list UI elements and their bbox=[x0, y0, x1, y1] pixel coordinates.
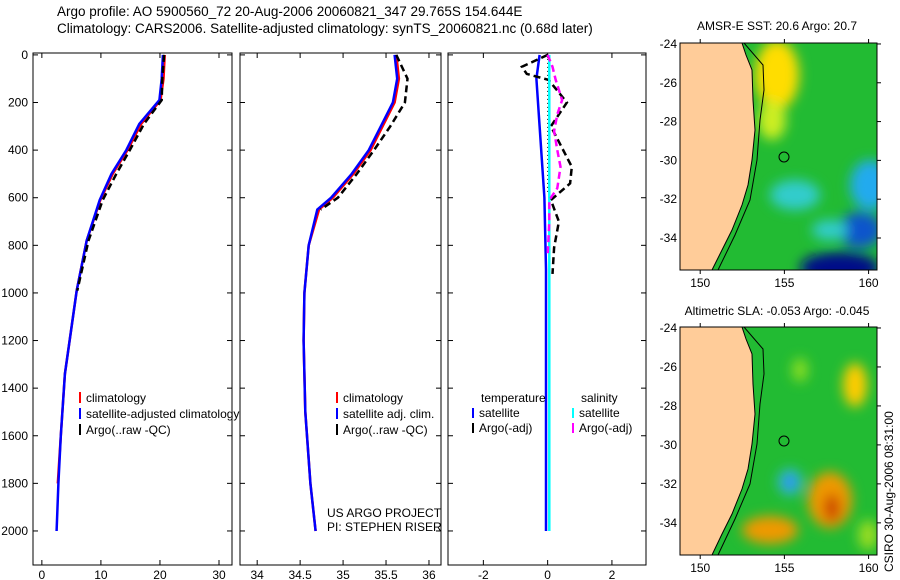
map-y-tick-label: -32 bbox=[660, 477, 678, 491]
difference-axes-frame bbox=[447, 52, 647, 566]
legend-label: Argo(..raw -QC) bbox=[343, 423, 428, 437]
x-tick-label: 0 bbox=[39, 568, 46, 580]
series-line-temperature-argo-adj- bbox=[520, 53, 574, 274]
map-x-tick-label: 150 bbox=[690, 276, 710, 290]
series-line-salinity-argo-adj- bbox=[546, 54, 564, 258]
series-line-temperature-satellite bbox=[535, 54, 548, 531]
map-y-tick-label: -24 bbox=[660, 321, 678, 335]
series-line-satellite-adjusted-climatology bbox=[55, 54, 165, 532]
sst-map-title: AMSR-E SST: 20.6 Argo: 20.7 bbox=[697, 19, 857, 33]
map-x-tick-label: 150 bbox=[690, 561, 710, 575]
salinity-axes-frame bbox=[239, 52, 442, 566]
map-y-tick-label: -26 bbox=[660, 360, 678, 374]
y-tick-label: 0 bbox=[21, 48, 28, 62]
legend-label: climatology bbox=[86, 391, 146, 405]
argo-position-marker bbox=[778, 435, 790, 447]
legend-label: satellite-adjusted climatology bbox=[86, 407, 239, 421]
map-y-tick-label: -34 bbox=[660, 231, 678, 245]
map-y-tick-label: -28 bbox=[660, 399, 678, 413]
legend-label: satellite bbox=[479, 406, 520, 420]
sla-map bbox=[680, 327, 877, 555]
x-tick-label: 10 bbox=[94, 568, 108, 580]
x-tick-label: 30 bbox=[212, 568, 226, 580]
credit-project: US ARGO PROJECT bbox=[327, 506, 442, 520]
legend-label: climatology bbox=[343, 391, 403, 405]
map-y-tick-label: -26 bbox=[660, 76, 678, 90]
legend-label: Argo(..raw -QC) bbox=[86, 423, 171, 437]
y-tick-label: 1000 bbox=[1, 286, 28, 300]
series-line-satellite-adj-clim- bbox=[302, 54, 399, 532]
map-y-tick-label: -24 bbox=[660, 37, 678, 51]
series-line-argo-raw-qc- bbox=[76, 54, 166, 291]
x-tick-label: -2 bbox=[478, 568, 489, 580]
series-line-argo-raw-qc- bbox=[319, 54, 409, 211]
map-y-tick-label: -30 bbox=[660, 438, 678, 452]
map-y-tick-label: -28 bbox=[660, 115, 678, 129]
map-x-tick-label: 155 bbox=[774, 276, 794, 290]
legend-label: Argo(-adj) bbox=[479, 421, 532, 435]
y-tick-label: 1600 bbox=[1, 429, 28, 443]
map-y-tick-label: -30 bbox=[660, 153, 678, 167]
x-tick-label: 20 bbox=[153, 568, 167, 580]
y-tick-label: 800 bbox=[8, 238, 28, 252]
y-tick-label: 2000 bbox=[1, 524, 28, 538]
y-tick-label: 1200 bbox=[1, 334, 28, 348]
sst-map-frame bbox=[679, 42, 878, 271]
x-tick-label: 35.5 bbox=[374, 568, 398, 580]
legend-label: satellite adj. clim. bbox=[343, 407, 434, 421]
figure-title-line1: Argo profile: AO 5900560_72 20-Aug-2006 … bbox=[57, 4, 523, 19]
x-tick-label: 34.5 bbox=[288, 568, 312, 580]
legend-label: Argo(-adj) bbox=[579, 421, 632, 435]
argo-position-marker bbox=[778, 151, 790, 163]
y-tick-label: 1400 bbox=[1, 381, 28, 395]
x-tick-label: 34 bbox=[250, 568, 264, 580]
legend-heading: temperature bbox=[481, 391, 546, 405]
series-line-climatology bbox=[302, 54, 401, 532]
y-tick-label: 200 bbox=[8, 96, 28, 110]
y-tick-label: 1800 bbox=[1, 476, 28, 490]
x-tick-label: 35 bbox=[336, 568, 350, 580]
csiro-timestamp: CSIRO 30-Aug-2006 08:31:00 bbox=[882, 411, 896, 572]
figure-title-line2: Climatology: CARS2006. Satellite-adjuste… bbox=[57, 21, 593, 36]
x-tick-label: 0 bbox=[544, 568, 551, 580]
sla-map-frame bbox=[679, 326, 878, 556]
sla-map-title: Altimetric SLA: -0.053 Argo: -0.045 bbox=[685, 304, 870, 318]
map-y-tick-label: -34 bbox=[660, 516, 678, 530]
sst-map bbox=[680, 43, 877, 270]
y-tick-label: 600 bbox=[8, 191, 28, 205]
map-x-tick-label: 160 bbox=[859, 561, 879, 575]
map-x-tick-label: 155 bbox=[774, 561, 794, 575]
y-tick-label: 400 bbox=[8, 143, 28, 157]
credit-pi: PI: STEPHEN RISER bbox=[327, 520, 442, 534]
map-y-tick-label: -32 bbox=[660, 192, 678, 206]
legend-heading: salinity bbox=[581, 391, 618, 405]
legend-label: satellite bbox=[579, 406, 620, 420]
map-x-tick-label: 160 bbox=[859, 276, 879, 290]
x-tick-label: 36 bbox=[422, 568, 436, 580]
x-tick-label: 2 bbox=[609, 568, 616, 580]
temperature-axes-frame bbox=[32, 52, 233, 566]
